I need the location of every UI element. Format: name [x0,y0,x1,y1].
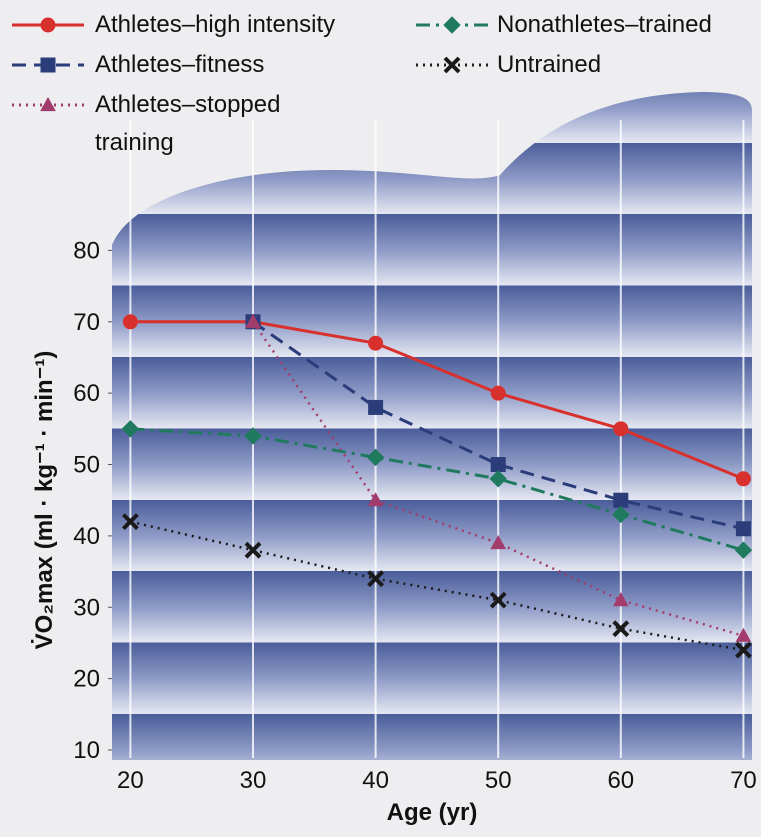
marker [244,541,262,559]
marker [245,313,261,328]
marker [40,17,56,33]
legend-swatch [12,17,84,33]
y-tick-label: 70 [73,309,100,336]
x-axis-label: Age (yr) [387,799,478,826]
x-tick-label: 20 [117,767,144,794]
y-tick-label: 50 [73,452,100,479]
marker [735,627,752,642]
marker [734,541,753,559]
x-tick-label: 50 [485,767,512,794]
marker [366,448,385,467]
series-line [252,320,744,531]
y-tick-label: 80 [73,237,100,264]
marker [121,420,140,438]
marker [612,505,630,524]
marker [613,492,629,508]
marker [490,457,506,473]
marker [489,470,507,488]
x-tick-label: 30 [240,767,267,794]
legend-label: Nonathletes–trained [497,11,712,38]
legend-label: Athletes–high intensity [95,11,336,38]
marker [490,385,506,401]
y-tick-label: 60 [73,380,100,407]
legend-swatch [12,57,84,73]
marker [612,620,630,638]
x-tick-label: 60 [607,767,634,794]
legend-label: Athletes–fitness [95,51,265,78]
plot-background [112,92,752,760]
legend-swatch [12,96,84,112]
marker [368,335,384,351]
y-axis-label: V̇O₂max (ml · kg⁻¹ · min⁻¹) [31,351,58,650]
marker [40,57,56,73]
legend-swatch [416,16,488,34]
marker [443,16,461,34]
marker [489,591,507,609]
marker [735,521,751,537]
marker [368,399,384,415]
marker [443,56,461,74]
legend-label: Untrained [497,51,602,78]
marker [40,96,56,112]
marker [735,641,752,659]
marker [490,534,507,550]
y-tick-label: 10 [73,737,100,764]
marker [613,421,629,437]
y-tick-label: 40 [73,523,100,550]
marker [121,513,139,531]
x-tick-label: 70 [730,767,757,794]
series-line [130,320,744,481]
y-tick-label: 20 [73,666,100,693]
marker [244,427,262,445]
marker [122,314,138,330]
x-tick-label: 40 [362,767,389,794]
marker [612,592,629,607]
y-tick-label: 30 [73,594,100,621]
legend-swatch [416,56,488,74]
marker [367,570,385,588]
legend-label: Athletes–stopped training [95,91,281,156]
marker [735,471,751,487]
marker [367,492,384,507]
